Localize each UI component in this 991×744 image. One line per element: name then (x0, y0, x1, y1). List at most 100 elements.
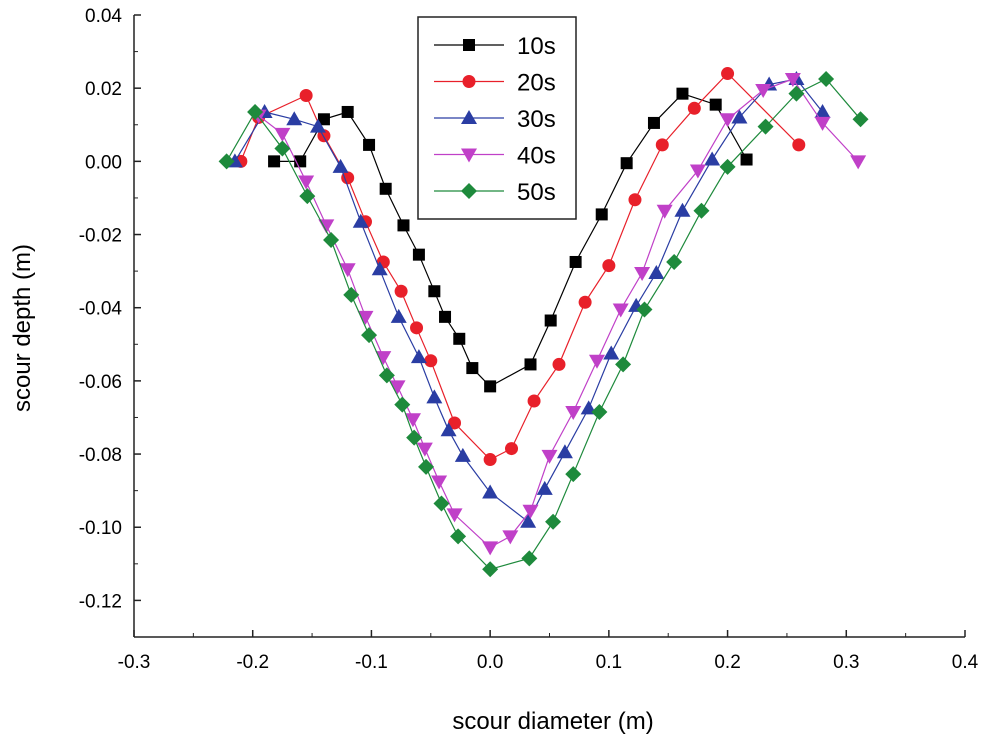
series-line-10s (274, 93, 748, 388)
data-point-30s (454, 447, 471, 462)
y-tick-label: 0.00 (85, 152, 122, 173)
data-point-50s (218, 153, 235, 170)
legend-marker-30s (461, 110, 477, 124)
data-point-50s (636, 301, 653, 318)
data-point-30s (332, 158, 349, 173)
data-point-40s (339, 263, 356, 278)
y-tick-label: -0.02 (79, 226, 122, 247)
data-point-10s (524, 358, 537, 371)
data-point-20s (505, 442, 519, 456)
data-point-30s (390, 308, 407, 323)
data-point-40s (416, 442, 433, 457)
data-point-40s (588, 354, 605, 369)
data-point-20s (394, 284, 408, 298)
y-tick-label: 0.04 (85, 6, 122, 27)
data-point-40s (719, 113, 736, 128)
data-point-50s (482, 561, 499, 578)
data-point-50s (378, 367, 395, 384)
data-point-40s (634, 266, 651, 281)
y-tick-label: 0.02 (85, 79, 122, 100)
data-point-50s (247, 103, 264, 120)
data-point-10s (317, 113, 330, 126)
y-tick-label: -0.12 (79, 591, 122, 612)
data-point-10s (544, 314, 557, 327)
data-point-40s (522, 504, 539, 519)
data-point-30s (482, 484, 499, 499)
data-point-30s (371, 261, 388, 276)
data-point-40s (850, 155, 867, 170)
data-point-50s (757, 118, 774, 135)
data-point-40s (431, 475, 448, 490)
data-point-10s (428, 285, 441, 298)
data-point-10s (453, 332, 466, 345)
data-point-30s (704, 151, 721, 166)
data-point-30s (556, 444, 573, 459)
data-point-20s (792, 138, 806, 152)
y-tick-label: -0.10 (79, 518, 122, 539)
series-50s (218, 71, 869, 578)
data-point-30s (674, 202, 691, 217)
legend-label-10s: 10s (517, 33, 556, 60)
data-point-50s (299, 188, 316, 205)
data-point-30s (310, 118, 327, 133)
data-point-30s (440, 422, 457, 437)
data-point-50s (450, 528, 467, 545)
data-point-20s (578, 295, 592, 309)
data-point-50s (852, 111, 869, 128)
data-point-40s (784, 73, 801, 88)
data-point-20s (721, 67, 735, 81)
data-point-20s (299, 88, 313, 102)
x-tick-label: 0.3 (833, 652, 859, 673)
data-point-40s (389, 380, 406, 395)
data-point-20s (527, 394, 541, 408)
y-axis-title: scour depth (m) (9, 244, 36, 412)
data-point-10s (740, 153, 753, 166)
legend: 10s 20s 30s 40s 50s (417, 16, 577, 220)
y-tick-label: -0.08 (79, 445, 122, 466)
x-tick-label: -0.2 (236, 652, 269, 673)
legend-marker-50s (461, 183, 477, 199)
data-point-10s (595, 208, 608, 221)
x-tick-label: 0.1 (596, 652, 622, 673)
data-point-20s (410, 321, 424, 335)
legend-label-20s: 20s (517, 70, 556, 97)
x-tick-label: 0.2 (714, 652, 740, 673)
data-point-30s (286, 111, 303, 126)
x-tick-label: 0.0 (477, 652, 503, 673)
data-point-50s (591, 403, 608, 420)
data-point-20s (483, 453, 497, 467)
x-tick-label: -0.1 (355, 652, 388, 673)
data-point-40s (274, 127, 291, 142)
data-point-10s (620, 157, 633, 170)
data-point-40s (565, 405, 582, 420)
data-point-40s (502, 530, 519, 545)
x-tick-label: -0.3 (118, 652, 151, 673)
data-point-50s (323, 232, 340, 249)
data-point-30s (603, 345, 620, 360)
data-point-50s (433, 495, 450, 512)
data-point-50s (418, 458, 435, 475)
data-point-20s (602, 259, 616, 273)
data-point-10s (379, 182, 392, 195)
data-point-50s (693, 202, 710, 219)
series-line-20s (240, 72, 800, 461)
data-point-10s (647, 116, 660, 129)
data-point-20s (687, 101, 701, 115)
data-point-50s (666, 253, 683, 270)
legend-marker-10s (463, 39, 475, 51)
data-point-40s (375, 351, 392, 366)
data-point-10s (341, 105, 354, 118)
data-point-30s (731, 109, 748, 124)
data-point-40s (656, 204, 673, 219)
data-point-40s (612, 303, 629, 318)
data-point-30s (426, 389, 443, 404)
data-point-50s (406, 429, 423, 446)
legend-marker-20s (462, 75, 476, 88)
data-point-10s (397, 219, 410, 232)
data-point-40s (814, 116, 831, 131)
data-point-30s (410, 349, 427, 364)
data-point-10s (363, 138, 376, 151)
series-line-30s (234, 78, 823, 523)
data-point-50s (361, 327, 378, 344)
